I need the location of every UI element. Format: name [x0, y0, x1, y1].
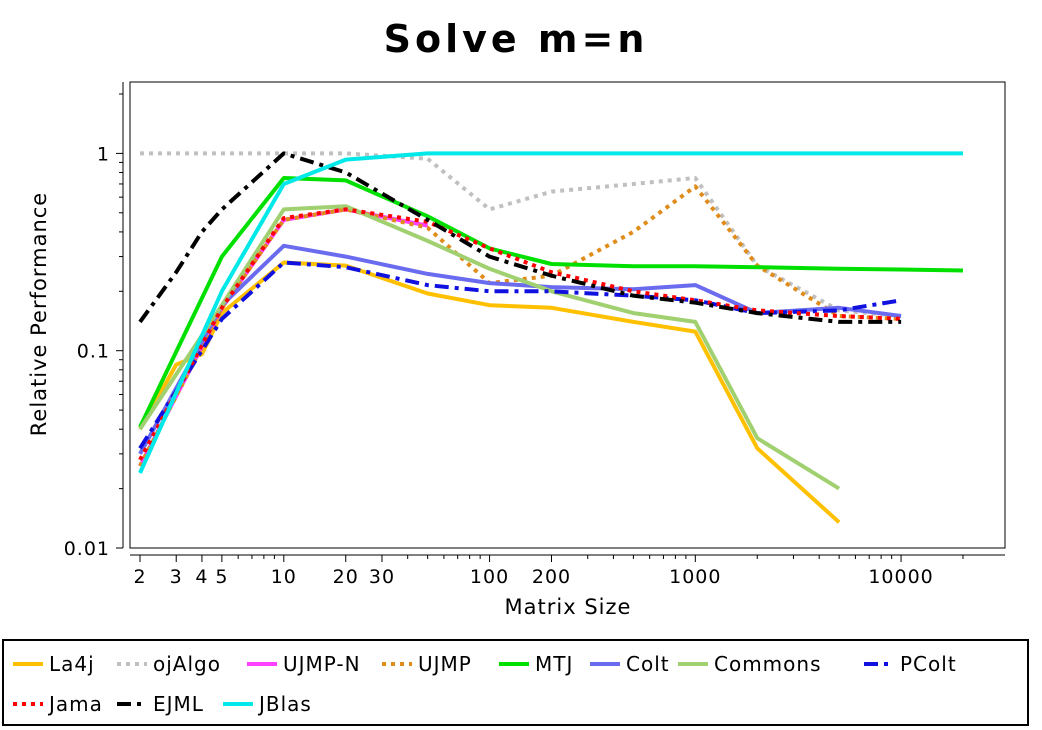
- x-tick-label: 200: [532, 566, 571, 588]
- x-tick-label: 3: [170, 566, 183, 588]
- y-tick-label: 0.01: [64, 538, 110, 560]
- y-tick-group: 1 0.1 0.01: [64, 93, 123, 560]
- y-tick-label: 1: [97, 143, 110, 165]
- plot-frame: [129, 81, 1006, 549]
- series-lines: [138, 151, 964, 524]
- chart-title: Solve m=n: [384, 17, 649, 61]
- legend: La4j ojAlgo UJMP-N UJMP MTJ Colt Commons PColt J…: [13, 652, 957, 716]
- legend-label: UJMP: [418, 652, 472, 676]
- series-line-commons: [138, 204, 841, 491]
- x-tick-label: 4: [195, 566, 208, 588]
- series-line-jblas: [138, 151, 963, 474]
- x-tick-label: 20: [333, 566, 359, 588]
- series-line-pcolt: [138, 260, 902, 450]
- legend-label: UJMP-N: [283, 652, 361, 676]
- legend-label: EJML: [153, 692, 204, 716]
- legend-box: [2, 639, 1029, 726]
- legend-label: Commons: [714, 652, 822, 676]
- legend-label: ojAlgo: [153, 652, 221, 676]
- series-line-mtj: [138, 176, 964, 428]
- legend-label: Colt: [626, 652, 670, 676]
- x-tick-label: 10: [271, 566, 297, 588]
- legend-label: PColt: [900, 652, 957, 676]
- legend-label: JBlas: [257, 692, 312, 716]
- series-line-jama: [138, 207, 902, 461]
- x-tick-label: 30: [369, 566, 395, 588]
- legend-label: MTJ: [535, 652, 573, 676]
- y-tick-label: 0.1: [77, 341, 110, 363]
- x-tick-group: 2 3 4 5 10 20 30 100 200 1000 10000: [133, 555, 964, 588]
- x-tick-label: 5: [215, 566, 228, 588]
- x-tick-label: 10000: [868, 566, 933, 588]
- series-line-colt: [138, 243, 902, 455]
- series-line-ujmp: [138, 184, 902, 468]
- legend-label: Jama: [47, 692, 103, 716]
- x-tick-label: 1000: [669, 566, 721, 588]
- legend-label: La4j: [49, 652, 95, 676]
- x-axis-label: Matrix Size: [505, 595, 632, 619]
- x-tick-label: 100: [470, 566, 509, 588]
- y-axis-label: Relative Performance: [27, 192, 51, 436]
- x-tick-label: 2: [133, 566, 146, 588]
